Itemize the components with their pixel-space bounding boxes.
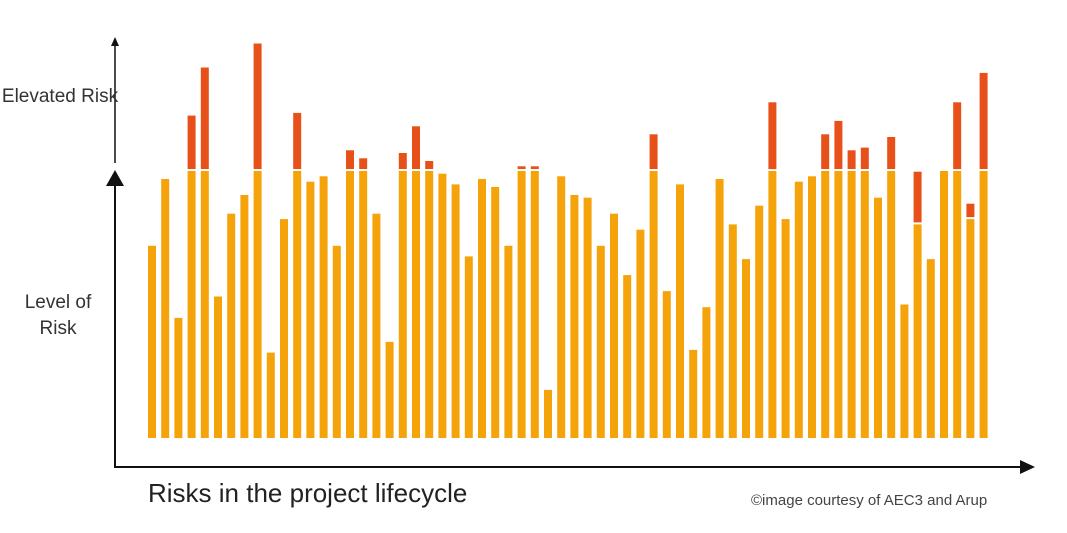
- y-axis-elevated-arrow-icon: [111, 37, 119, 46]
- bar-base-27: [491, 187, 500, 438]
- bar-base-35: [596, 245, 605, 438]
- bar-base-11: [280, 219, 288, 438]
- bar-base-62: [953, 171, 962, 438]
- bar-base-61: [940, 171, 948, 438]
- bar-base-23: [438, 173, 447, 438]
- axes-group: [106, 37, 1035, 474]
- bar-base-56: [874, 197, 882, 438]
- bar-elevated-9: [253, 43, 262, 169]
- bar-base-46: [742, 259, 750, 438]
- bar-elevated-5: [200, 67, 209, 169]
- bar-elevated-30: [530, 166, 539, 169]
- bar-base-57: [887, 171, 896, 438]
- bar-elevated-48: [768, 102, 777, 170]
- bar-base-6: [214, 296, 222, 438]
- bar-elevated-4: [187, 115, 196, 169]
- bar-base-10: [266, 352, 275, 438]
- bar-base-16: [346, 171, 354, 438]
- bar-elevated-52: [821, 134, 830, 169]
- bar-base-4: [187, 171, 196, 438]
- bar-base-43: [702, 307, 711, 438]
- bar-base-40: [662, 291, 671, 438]
- bar-base-20: [398, 171, 407, 438]
- bar-elevated-12: [293, 112, 302, 169]
- bar-base-53: [834, 171, 843, 438]
- bar-base-42: [689, 349, 698, 438]
- elevated-risk-label: Elevated Risk: [1, 86, 119, 107]
- bar-base-17: [359, 171, 368, 438]
- bar-elevated-21: [412, 126, 420, 169]
- level-of-risk-label: Level of Risk: [24, 292, 92, 339]
- bar-base-63: [966, 219, 975, 438]
- bar-base-32: [557, 176, 566, 439]
- bar-base-31: [544, 389, 552, 438]
- bar-base-3: [174, 317, 183, 439]
- bar-base-36: [610, 213, 618, 438]
- x-axis-title: Risks in the project lifecycle: [148, 478, 468, 508]
- bar-base-58: [900, 304, 909, 438]
- bar-base-22: [425, 171, 434, 438]
- bar-base-38: [636, 229, 645, 438]
- bar-elevated-57: [887, 137, 896, 169]
- bar-base-45: [728, 224, 737, 438]
- bar-base-29: [517, 171, 526, 438]
- bar-base-50: [794, 181, 803, 438]
- bar-elevated-53: [834, 120, 843, 169]
- x-axis-arrow-icon: [1020, 460, 1035, 474]
- bar-base-18: [372, 213, 381, 438]
- bar-elevated-29: [517, 166, 526, 169]
- bar-base-1: [148, 245, 156, 438]
- bar-base-2: [161, 179, 170, 438]
- bar-base-14: [319, 176, 328, 439]
- bar-base-25: [464, 256, 473, 438]
- bar-base-64: [979, 171, 988, 438]
- bar-base-48: [768, 171, 777, 438]
- bar-base-15: [332, 245, 341, 438]
- bar-base-12: [293, 171, 302, 438]
- bar-base-9: [253, 171, 262, 438]
- bar-base-52: [821, 171, 830, 438]
- bar-base-30: [530, 171, 539, 438]
- bar-base-55: [860, 171, 869, 438]
- bar-base-37: [623, 275, 632, 438]
- bar-base-54: [847, 171, 856, 438]
- bar-base-24: [451, 184, 460, 438]
- bar-elevated-17: [359, 158, 368, 169]
- bar-elevated-39: [649, 134, 658, 169]
- bar-elevated-59: [913, 171, 922, 223]
- bar-elevated-16: [346, 150, 354, 169]
- image-credit: ©image courtesy of AEC3 and Arup: [751, 492, 988, 509]
- bar-base-44: [715, 179, 724, 438]
- bar-base-7: [227, 213, 236, 438]
- bar-elevated-55: [860, 147, 869, 169]
- bar-base-41: [676, 184, 684, 438]
- bar-base-49: [781, 219, 790, 438]
- bar-base-26: [478, 179, 486, 438]
- bar-base-33: [570, 195, 579, 438]
- bar-base-5: [200, 171, 209, 438]
- bar-elevated-62: [953, 102, 962, 170]
- y-axis-arrow-icon: [106, 170, 124, 186]
- bar-base-39: [649, 171, 658, 438]
- bar-base-59: [913, 224, 922, 438]
- bar-base-60: [926, 259, 935, 438]
- bar-elevated-63: [966, 203, 975, 218]
- bars-group: [148, 43, 988, 439]
- bar-base-51: [808, 176, 816, 439]
- bar-base-47: [755, 205, 764, 438]
- bar-elevated-54: [847, 150, 856, 169]
- bar-elevated-22: [425, 161, 434, 169]
- bar-base-8: [240, 195, 249, 438]
- bar-base-13: [306, 181, 315, 438]
- bar-elevated-20: [398, 153, 407, 169]
- bar-base-19: [385, 341, 394, 438]
- bar-base-34: [583, 197, 592, 438]
- bar-base-28: [504, 245, 513, 438]
- bar-base-21: [412, 171, 420, 438]
- bar-elevated-64: [979, 72, 988, 169]
